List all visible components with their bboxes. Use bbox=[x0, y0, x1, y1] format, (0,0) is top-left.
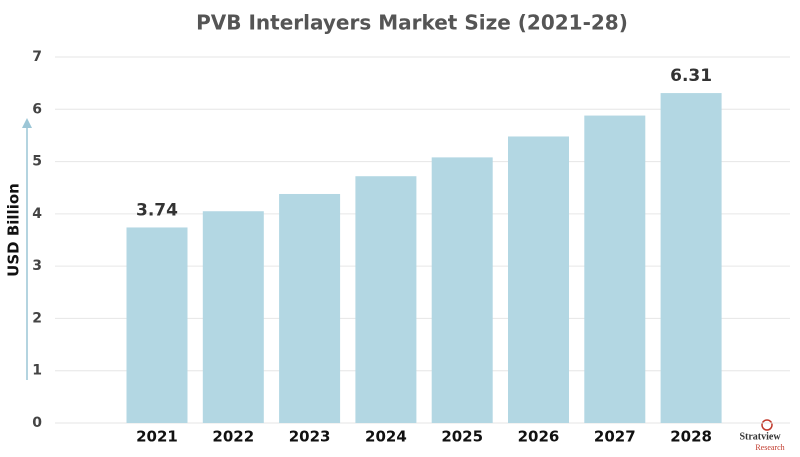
axis-arrow-head bbox=[22, 118, 32, 128]
chart-title: PVB Interlayers Market Size (2021-28) bbox=[196, 11, 628, 35]
logo-text: Stratview bbox=[739, 431, 781, 442]
bar bbox=[508, 136, 569, 423]
bar bbox=[279, 193, 341, 423]
bar bbox=[660, 93, 722, 423]
y-tick-label: 7 bbox=[32, 49, 42, 65]
x-tick-label: 2026 bbox=[518, 428, 560, 446]
bar bbox=[202, 211, 264, 423]
bar bbox=[126, 227, 188, 423]
y-tick-label: 0 bbox=[32, 415, 42, 431]
x-tick-label: 2021 bbox=[136, 428, 178, 446]
logo-icon bbox=[761, 419, 773, 431]
value-label: 6.31 bbox=[670, 66, 712, 86]
x-tick-label: 2028 bbox=[670, 428, 712, 446]
bar bbox=[584, 115, 646, 423]
y-tick-label: 4 bbox=[32, 206, 42, 222]
value-label: 3.74 bbox=[136, 200, 178, 220]
y-tick-label: 1 bbox=[32, 363, 42, 379]
y-tick-label: 2 bbox=[32, 310, 42, 326]
x-tick-label: 2027 bbox=[594, 428, 636, 446]
y-tick-label: 5 bbox=[32, 154, 42, 170]
x-tick-label: 2022 bbox=[212, 428, 254, 446]
bar bbox=[431, 157, 493, 424]
y-tick-label: 3 bbox=[32, 258, 42, 274]
bar bbox=[355, 176, 417, 423]
logo-text: Research bbox=[755, 443, 784, 452]
y-tick-label: 6 bbox=[32, 101, 42, 117]
x-tick-label: 2025 bbox=[441, 428, 483, 446]
y-axis-label: USD Billion bbox=[5, 183, 23, 277]
x-tick-label: 2024 bbox=[365, 428, 407, 446]
x-tick-label: 2023 bbox=[289, 428, 331, 446]
